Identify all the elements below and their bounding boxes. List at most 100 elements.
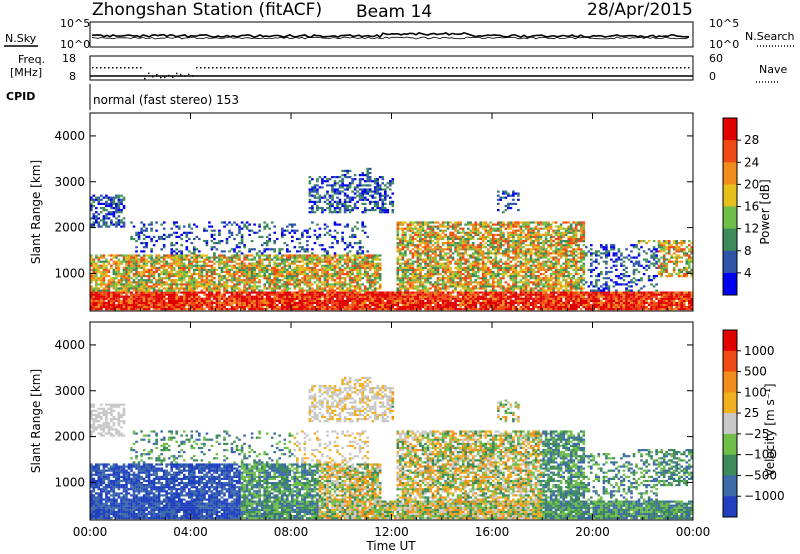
- power-cell: [308, 281, 312, 284]
- power-cell: [142, 260, 146, 263]
- power-cell: [426, 246, 430, 249]
- power-cell: [406, 229, 410, 232]
- power-cell: [122, 268, 126, 271]
- power-cell: [363, 285, 367, 288]
- frequency-dot: [120, 67, 122, 69]
- power-cell: [102, 273, 106, 276]
- power-cell: [248, 293, 251, 296]
- power-cell: [306, 258, 309, 261]
- power-cell: [487, 293, 490, 296]
- power-cell: [183, 301, 186, 304]
- power-cell: [416, 295, 420, 298]
- power-cell: [316, 264, 319, 267]
- power-cell: [243, 299, 246, 302]
- power-cell: [429, 268, 432, 271]
- power-cell: [459, 279, 462, 282]
- power-cell: [434, 285, 437, 288]
- power-cell: [283, 281, 287, 284]
- power-cell: [429, 283, 432, 286]
- power-cell: [331, 235, 334, 238]
- frequency-frame: [89, 55, 694, 81]
- power-cell: [323, 233, 327, 236]
- power-cell: [479, 297, 482, 300]
- power-cell: [260, 308, 264, 311]
- power-cell: [260, 289, 264, 292]
- power-cell: [341, 235, 344, 238]
- power-cell: [436, 283, 440, 286]
- power-cell: [373, 275, 377, 278]
- power-cell: [308, 270, 312, 274]
- power-cell: [288, 270, 292, 274]
- power-cell: [205, 279, 209, 282]
- power-cell: [198, 277, 201, 280]
- power-cell: [321, 275, 324, 278]
- power-cell: [371, 258, 374, 261]
- power-cell: [333, 223, 337, 226]
- power-cell: [401, 306, 405, 309]
- power-cell: [346, 308, 349, 311]
- power-cell: [479, 250, 482, 253]
- power-cell: [265, 299, 269, 302]
- power-cell: [466, 268, 470, 271]
- power-cell: [100, 283, 103, 286]
- power-cell: [263, 287, 266, 290]
- power-cell: [100, 299, 103, 302]
- power-cell: [102, 268, 106, 271]
- power-cell: [358, 198, 362, 201]
- power-cell: [97, 291, 101, 294]
- power-cell: [288, 223, 292, 226]
- power-cell: [157, 266, 161, 269]
- power-cell: [484, 297, 488, 300]
- power-cell: [363, 258, 367, 261]
- power-cell: [172, 279, 176, 282]
- power-cell: [356, 308, 359, 311]
- power-cell: [424, 308, 427, 311]
- power-cell: [464, 266, 467, 269]
- power-cell: [175, 303, 178, 307]
- power-cell: [245, 303, 249, 307]
- power-cell: [228, 264, 231, 267]
- power-cell: [250, 270, 254, 274]
- power-cell: [376, 301, 379, 304]
- power-cell: [117, 266, 121, 269]
- power-cell: [341, 268, 344, 271]
- power-cell: [353, 291, 357, 294]
- power-cell: [376, 277, 379, 280]
- power-cell: [318, 227, 322, 230]
- power-cell: [389, 196, 392, 199]
- power-cell: [358, 264, 362, 267]
- power-cell: [283, 295, 287, 298]
- power-cell: [95, 215, 98, 218]
- power-cell: [132, 306, 136, 309]
- power-cell: [384, 303, 387, 307]
- power-cell: [454, 229, 457, 232]
- power-cell: [255, 303, 259, 307]
- power-cell: [331, 289, 334, 292]
- power-cell: [288, 299, 292, 302]
- power-cell: [461, 283, 465, 286]
- power-cell: [343, 306, 347, 309]
- power-cell: [406, 264, 410, 267]
- power-cell: [198, 237, 201, 241]
- power-cell: [291, 235, 294, 238]
- power-cell: [107, 306, 111, 309]
- power-cell: [476, 244, 480, 247]
- power-cell: [255, 273, 259, 276]
- power-cell: [341, 264, 344, 267]
- power-cell: [331, 188, 334, 191]
- power-cell: [248, 270, 251, 274]
- power-cell: [333, 252, 337, 255]
- power-cell: [361, 277, 364, 280]
- power-cell: [137, 291, 141, 294]
- power-cell: [459, 289, 462, 292]
- power-cell: [409, 281, 412, 284]
- power-cell: [343, 184, 347, 187]
- power-cell: [429, 221, 432, 224]
- power-cell: [301, 258, 304, 261]
- power-cell: [346, 176, 349, 179]
- power-cell: [253, 285, 256, 288]
- power-cell: [198, 250, 201, 253]
- power-cell: [107, 308, 111, 311]
- power-cell: [471, 297, 475, 300]
- power-cell: [306, 303, 309, 307]
